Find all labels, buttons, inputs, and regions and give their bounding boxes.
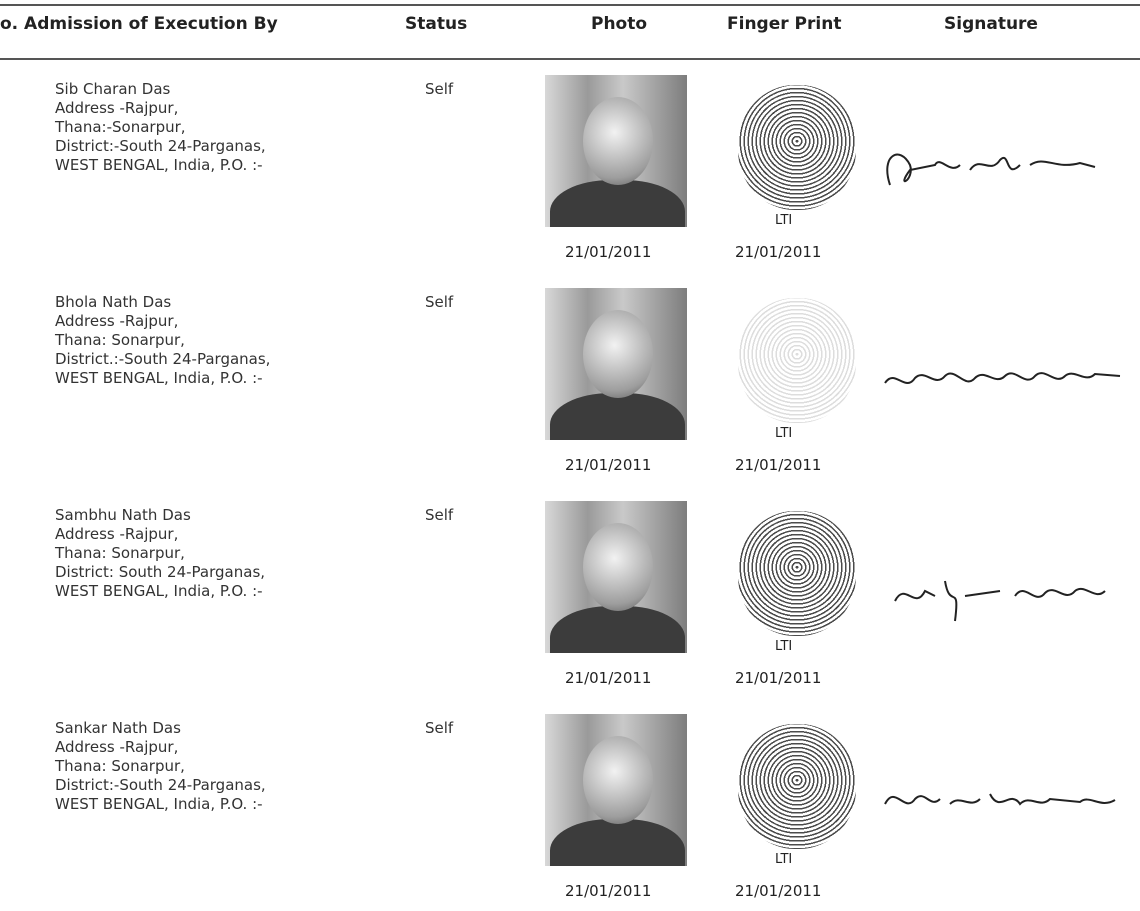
status: Self	[425, 719, 454, 737]
party-address-line: Address -Rajpur,	[55, 99, 179, 117]
party-address-line: WEST BENGAL, India, P.O. :-	[55, 369, 263, 387]
party-address-line: Thana: Sonarpur,	[55, 544, 185, 562]
signature	[884, 793, 1116, 806]
finger-date: 21/01/2011	[735, 669, 822, 687]
column-header: Status	[405, 14, 468, 34]
status: Self	[425, 506, 454, 524]
party-address-line: Thana: Sonarpur,	[55, 331, 185, 349]
column-header: o. Admission of Execution By	[0, 14, 278, 34]
column-header: Finger Print	[727, 14, 842, 34]
finger-date: 21/01/2011	[735, 882, 822, 900]
party-address-line: District.:-South 24-Parganas,	[55, 350, 271, 368]
column-header: Signature	[944, 14, 1038, 34]
finger-date: 21/01/2011	[735, 243, 822, 261]
party-address-line: Address -Rajpur,	[55, 525, 179, 543]
party-address-line: WEST BENGAL, India, P.O. :-	[55, 582, 263, 600]
party-address-line: Address -Rajpur,	[55, 312, 179, 330]
party-name: Sankar Nath Das	[55, 719, 181, 737]
party-name: Bhola Nath Das	[55, 293, 172, 311]
party-address-line: Address -Rajpur,	[55, 738, 179, 756]
party-name: Sib Charan Das	[55, 80, 171, 98]
finger-date: 21/01/2011	[735, 456, 822, 474]
signature-stroke	[886, 153, 1096, 186]
signature-stroke	[884, 372, 1121, 384]
photo-date: 21/01/2011	[565, 456, 652, 474]
party-address-line: District: South 24-Parganas,	[55, 563, 266, 581]
column-header: Photo	[591, 14, 648, 34]
party-address-line: District:-South 24-Parganas,	[55, 137, 266, 155]
signature-stroke	[894, 580, 1106, 622]
finger-print	[738, 724, 856, 849]
photo-date: 21/01/2011	[565, 669, 652, 687]
signature	[886, 153, 1096, 186]
party-photo	[545, 501, 687, 653]
party-photo	[545, 75, 687, 227]
status: Self	[425, 80, 454, 98]
party-address-line: District:-South 24-Parganas,	[55, 776, 266, 794]
party-address-line: Thana: Sonarpur,	[55, 757, 185, 775]
finger-print	[738, 511, 856, 636]
party-photo	[545, 714, 687, 866]
finger-print	[738, 298, 856, 423]
photo-date: 21/01/2011	[565, 882, 652, 900]
party-address-line: WEST BENGAL, India, P.O. :-	[55, 156, 263, 174]
header-bottom-rule	[0, 58, 1140, 60]
signature	[884, 372, 1121, 384]
header-top-rule	[0, 4, 1140, 6]
finger-label: LTI	[775, 852, 793, 867]
photo-date: 21/01/2011	[565, 243, 652, 261]
finger-label: LTI	[775, 639, 793, 654]
party-photo	[545, 288, 687, 440]
signature-stroke	[884, 793, 1116, 806]
status: Self	[425, 293, 454, 311]
party-address-line: Thana:-Sonarpur,	[55, 118, 186, 136]
party-name: Sambhu Nath Das	[55, 506, 191, 524]
finger-label: LTI	[775, 426, 793, 441]
signature	[894, 580, 1106, 622]
party-address-line: WEST BENGAL, India, P.O. :-	[55, 795, 263, 813]
finger-label: LTI	[775, 213, 793, 228]
finger-print	[738, 85, 856, 210]
